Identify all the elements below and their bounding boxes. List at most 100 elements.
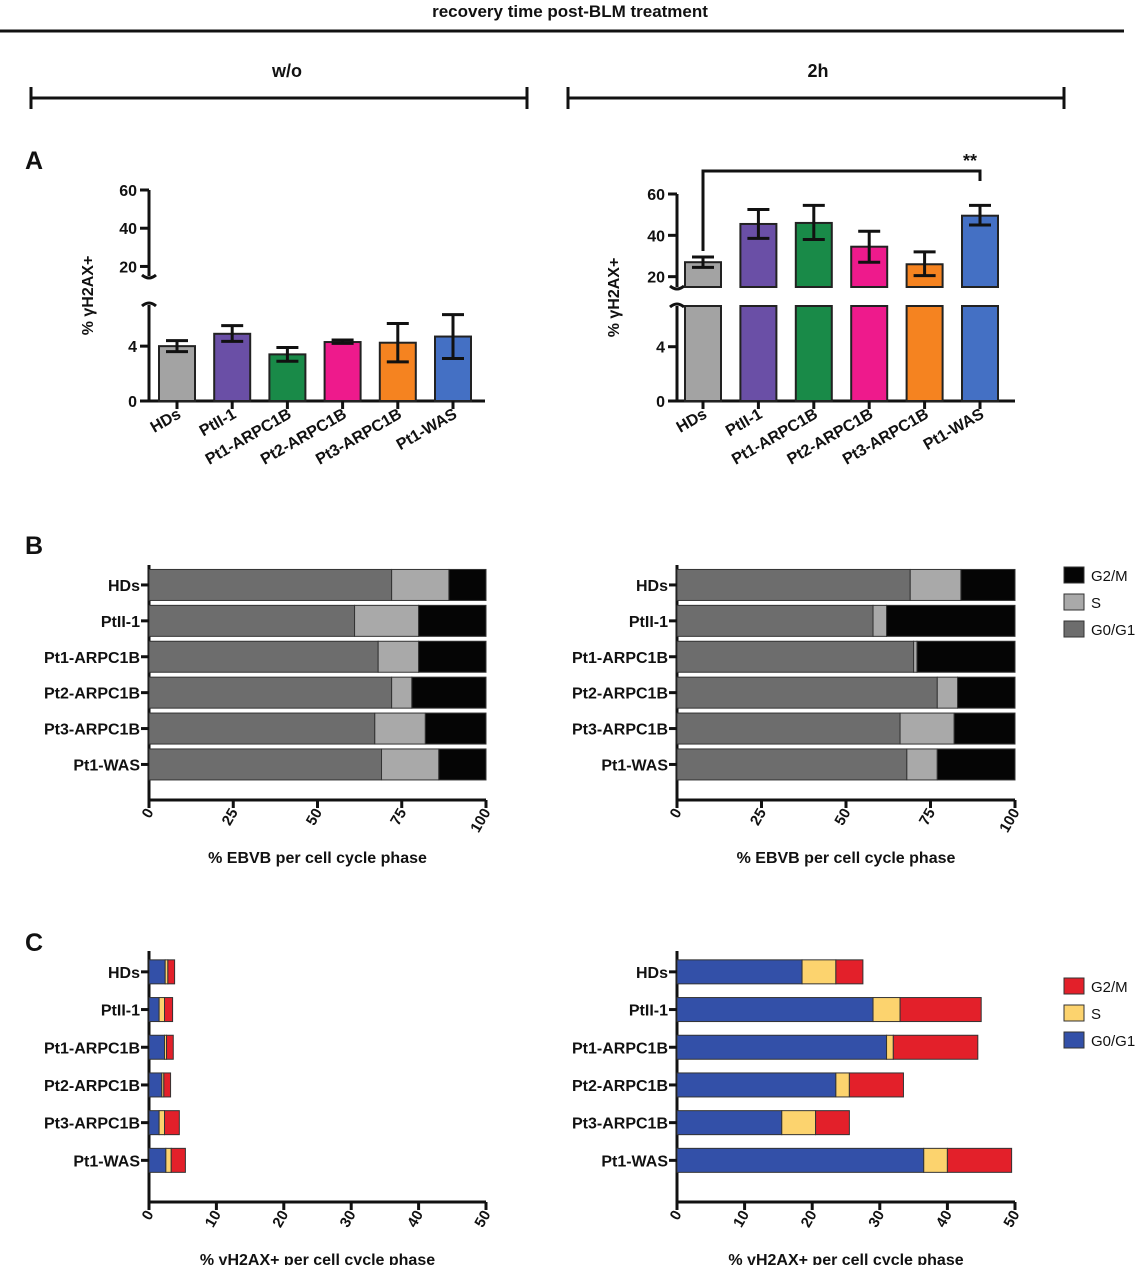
bar-segment-g2m — [418, 640, 487, 673]
bar-segment-g0g1 — [148, 1072, 163, 1098]
y-tick-label: Pt2-ARPC1B — [44, 1078, 140, 1095]
chart-b-wo: HDs PtII-1 Pt1-ARPC1B Pt2-ARPC1B Pt3-ARPC1B P… — [44, 565, 494, 867]
y-axis-break-mark — [141, 301, 157, 308]
y-tick-label: HDs — [108, 965, 140, 982]
y-tick-label: Pt1-WAS — [73, 1153, 140, 1170]
x-tick-label: 25 — [747, 806, 770, 829]
figure-header: recovery time post-BLM treatment — [432, 2, 708, 21]
bar-segment-g2m — [424, 712, 487, 745]
bar-segment-s — [165, 1147, 172, 1173]
y-tick-label: PtII-1 — [629, 614, 668, 631]
bar-segment-s — [391, 568, 450, 601]
bar-segment-g2m — [164, 997, 174, 1023]
bar-segment-g0g1 — [148, 676, 393, 709]
bar-segment-s — [909, 568, 962, 601]
bar — [213, 332, 252, 402]
y-tick-label: 60 — [647, 187, 665, 204]
bar-segment-s — [374, 712, 426, 745]
bar — [961, 305, 999, 402]
chart-c-wo: HDs PtII-1 Pt1-ARPC1B Pt2-ARPC1B Pt3-ARPC1B P… — [44, 951, 494, 1265]
y-tick-label: 0 — [128, 394, 137, 411]
bar-segment-g2m — [946, 1147, 1013, 1173]
bar-segment-s — [913, 640, 918, 673]
condition-bracket-wo — [29, 87, 529, 109]
bar-segment-s — [158, 997, 166, 1023]
legend-swatch — [1063, 566, 1085, 584]
y-tick-label: Pt3-ARPC1B — [44, 1116, 140, 1133]
bar-segment-g2m — [899, 997, 982, 1023]
bar-segment-s — [835, 1072, 850, 1098]
significance-label: ** — [963, 151, 977, 171]
bar-segment-g2m — [957, 676, 1016, 709]
bar-segment-s — [872, 997, 901, 1023]
bar-segment-g0g1 — [148, 997, 160, 1023]
bar-segment-g2m — [164, 1110, 180, 1136]
y-tick-label: Pt1-WAS — [601, 1153, 668, 1170]
x-tick-label: 100 — [996, 806, 1023, 836]
y-axis-break-mark — [669, 302, 685, 309]
x-tick-label: 40 — [404, 1208, 427, 1231]
condition-label-wo: w/o — [271, 61, 302, 81]
y-axis-label: % γH2AX+ — [80, 256, 97, 336]
x-axis-label: % EBVB per cell cycle phase — [208, 850, 427, 867]
bar-segment-g2m — [418, 604, 487, 637]
y-tick-label: Pt1-ARPC1B — [572, 1040, 668, 1057]
bar-segment-s — [781, 1110, 817, 1136]
y-tick-label: HDs — [636, 578, 668, 595]
bar-segment-g0g1 — [676, 1034, 888, 1060]
bar-segment-g0g1 — [676, 959, 803, 985]
bar-segment-s — [377, 640, 420, 673]
bar-segment-g0g1 — [148, 1110, 160, 1136]
legend-label: G0/G1 — [1091, 622, 1135, 639]
bar — [323, 341, 362, 402]
chart-c-2h: HDs PtII-1 Pt1-ARPC1B Pt2-ARPC1B Pt3-ARPC1B P… — [572, 951, 1023, 1265]
y-tick-label: Pt1-WAS — [73, 757, 140, 774]
bar-segment-g0g1 — [676, 1072, 837, 1098]
y-tick-label: PtII-1 — [101, 614, 140, 631]
y-tick-label: Pt2-ARPC1B — [572, 1078, 668, 1095]
bar-segment-g0g1 — [676, 640, 915, 673]
x-tick-label: PtII-1 — [723, 406, 765, 440]
bar — [794, 305, 833, 402]
bar — [850, 305, 889, 402]
condition-bracket-2h — [566, 87, 1066, 109]
y-tick-label: Pt2-ARPC1B — [572, 686, 668, 703]
legend-swatch — [1063, 977, 1085, 995]
x-tick-label: 10 — [730, 1208, 753, 1231]
legend-swatch — [1063, 1031, 1085, 1049]
bar-segment-g2m — [936, 748, 1016, 781]
bar-segment-g0g1 — [148, 568, 393, 601]
y-tick-label: HDs — [108, 578, 140, 595]
bar-segment-g2m — [170, 1147, 186, 1173]
x-tick-label: HDs — [148, 406, 184, 437]
y-tick-label: 40 — [647, 228, 665, 245]
bar-segment-g0g1 — [148, 1147, 167, 1173]
bar-segment-s — [158, 1110, 166, 1136]
x-tick-label: 30 — [865, 1208, 888, 1231]
bar-segment-g2m — [960, 568, 1016, 601]
significance-bracket — [701, 169, 982, 252]
x-tick-label: 10 — [202, 1208, 225, 1231]
x-tick-label: 75 — [387, 806, 410, 829]
y-axis-break-mark — [141, 273, 157, 280]
y-tick-label: Pt1-ARPC1B — [44, 650, 140, 667]
bar-segment-s — [872, 604, 888, 637]
bar-segment-s — [936, 676, 959, 709]
bar-segment-s — [906, 748, 938, 781]
bar-segment-g2m — [411, 676, 487, 709]
y-axis-label: % γH2AX+ — [606, 258, 623, 338]
x-tick-label: 40 — [933, 1208, 956, 1231]
panel-label-c: C — [25, 929, 43, 957]
y-tick-label: 20 — [647, 270, 665, 287]
bar — [158, 345, 196, 402]
legend-swatch — [1063, 593, 1085, 611]
bar-segment-g2m — [953, 712, 1016, 745]
x-tick-label: HDs — [674, 406, 710, 437]
bar-segment-g2m — [167, 959, 176, 985]
y-tick-label: 0 — [656, 394, 665, 411]
condition-label-2h: 2h — [807, 61, 828, 81]
bar — [961, 214, 999, 288]
y-tick-label: Pt3-ARPC1B — [572, 1116, 668, 1133]
legend-label: G2/M — [1091, 979, 1128, 996]
